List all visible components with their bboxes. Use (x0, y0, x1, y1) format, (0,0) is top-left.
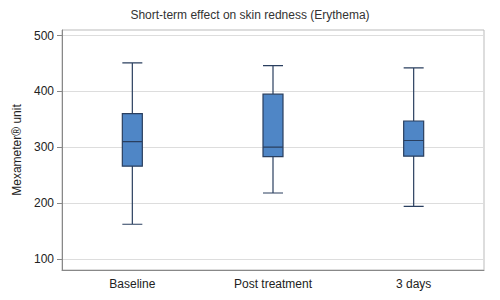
svg-text:Post treatment: Post treatment (234, 277, 313, 291)
svg-text:100: 100 (34, 252, 54, 266)
svg-text:400: 400 (34, 84, 54, 98)
svg-text:300: 300 (34, 140, 54, 154)
svg-text:Mexameter® unit: Mexameter® unit (10, 104, 24, 196)
svg-text:500: 500 (34, 29, 54, 43)
svg-text:Short-term effect on skin redn: Short-term effect on skin redness (Eryth… (130, 8, 369, 22)
svg-text:200: 200 (34, 196, 54, 210)
svg-text:Baseline: Baseline (109, 277, 155, 291)
svg-text:3 days: 3 days (396, 277, 431, 291)
